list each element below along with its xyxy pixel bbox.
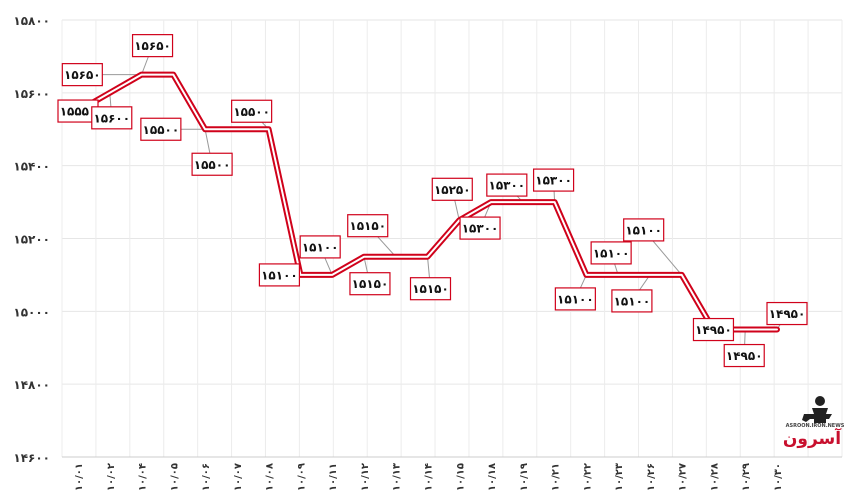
data-label-box [61,63,103,87]
data-label: ۱۵۱۰۰ [302,240,339,254]
data-label: ۱۵۳۰۰ [462,222,499,236]
x-axis-ticks: ۱۰/۰۱ ۱۰/۰۲ ۱۰/۰۴ ۱۰/۰۵ ۱۰/۰۶ ۱۰/۰۷ ۱۰/۰۸ ۱۰/۰۹… [74,463,784,491]
data-label: ۱۵۵۰۰ [143,123,180,137]
y-tick-label: ۱۵۸۰۰ [13,14,50,28]
data-label-box [692,317,735,342]
data-label-box [590,241,632,265]
data-label: ۱۵۱۵۰ [352,277,389,291]
data-label-box [347,214,389,238]
asroon-logo: ASROON.IRON.NEWS آسرون [783,396,845,449]
data-label-box [623,218,665,242]
x-tick-label: ۱۰/۱۲ [360,463,371,491]
x-tick-label: ۱۰/۰۲ [106,463,117,491]
x-tick-label: ۱۰/۰۷ [233,463,244,491]
data-label: ۱۵۱۰۰ [614,294,651,308]
y-tick-label: ۱۵۶۰۰ [13,87,50,101]
x-tick-label: ۱۰/۰۴ [138,463,149,491]
data-label-box [299,235,341,259]
data-label: ۱۵۵۰۰ [233,105,270,119]
y-tick-label: ۱۴۸۰۰ [13,378,50,392]
x-tick-label: ۱۰/۱۱ [328,463,339,491]
y-tick-label: ۱۴۶۰۰ [13,451,50,465]
x-tick-label: ۱۰/۲۲ [582,463,593,491]
data-label: ۱۵۱۰۰ [557,292,594,306]
x-tick-label: ۱۰/۰۱ [74,463,85,491]
data-label: ۱۵۱۵۰ [412,282,449,296]
data-label-box [91,106,133,130]
data-label: ۱۴۹۵۰ [726,349,763,363]
x-tick-label: ۱۰/۲۱ [551,463,562,491]
x-tick-label: ۱۰/۲۳ [614,463,625,491]
data-label: ۱۵۶۵۰ [64,68,101,82]
y-tick-label: ۱۵۴۰۰ [13,160,50,174]
x-tick-label: ۱۰/۲۹ [741,463,752,491]
data-label: ۱۵۵۰۰ [194,158,231,172]
series-line-inner [77,73,778,331]
data-label: ۱۵۶۵۰ [134,39,171,53]
data-label-box [258,263,301,287]
data-label-box [191,152,233,176]
data-label: ۱۵۳۰۰ [535,174,572,188]
x-tick-label: ۱۰/۲۷ [678,463,689,491]
data-label-box [231,99,273,123]
data-label-box [459,216,501,240]
data-label: ۱۴۹۵۰ [695,323,732,337]
data-label-box [766,301,808,326]
x-tick-label: ۱۰/۱۴ [424,463,435,491]
x-tick-label: ۱۰/۲۶ [646,463,657,491]
y-axis-ticks: ۱۴۶۰۰ ۱۴۸۰۰ ۱۵۰۰۰ ۱۵۲۰۰ ۱۵۴۰۰ ۱۵۶۰۰ ۱۵۸۰۰ [13,14,50,465]
data-label-box [723,343,765,368]
data-label: ۱۴۹۵۰ [769,307,806,321]
data-label: ۱۵۲۵۰ [434,183,471,197]
data-label-box [532,168,575,192]
data-label-box [131,34,174,58]
data-label: ۱۵۱۰۰ [261,268,298,282]
logo-brand-text: آسرون [783,427,842,449]
data-label: ۱۵۵۵۰ [60,105,97,119]
data-label: ۱۵۱۰۰ [625,223,662,237]
y-tick-label: ۱۵۲۰۰ [13,233,50,247]
x-tick-label: ۱۰/۲۸ [709,463,720,491]
x-tick-label: ۱۰/۰۸ [265,463,276,491]
anvil-icon [802,396,832,423]
x-tick-label: ۱۰/۱۸ [487,463,498,491]
data-label: ۱۵۳۰۰ [489,179,526,193]
data-label-box [554,287,596,311]
x-tick-label: ۱۰/۰۶ [201,463,212,491]
data-label: ۱۵۶۰۰ [93,111,130,125]
data-label-box [611,289,653,313]
price-series [75,71,780,333]
x-tick-label: ۱۰/۰۹ [296,463,307,491]
x-tick-label: ۱۰/۱۵ [455,463,466,491]
data-label-box [140,117,182,141]
data-label-box [349,272,391,296]
x-tick-label: ۱۰/۱۳ [392,463,403,491]
x-tick-label: ۱۰/۳۰ [773,463,784,491]
data-label-box [486,173,528,197]
data-label: ۱۵۱۵۰ [349,219,386,233]
x-tick-label: ۱۰/۱۹ [519,463,530,491]
logo-subtext: ASROON.IRON.NEWS [786,423,845,429]
data-label-box [431,177,473,201]
data-label-box [409,277,452,301]
data-label: ۱۵۱۰۰ [593,246,630,260]
x-tick-label: ۱۰/۰۵ [169,463,180,491]
y-tick-label: ۱۵۰۰۰ [13,305,50,319]
